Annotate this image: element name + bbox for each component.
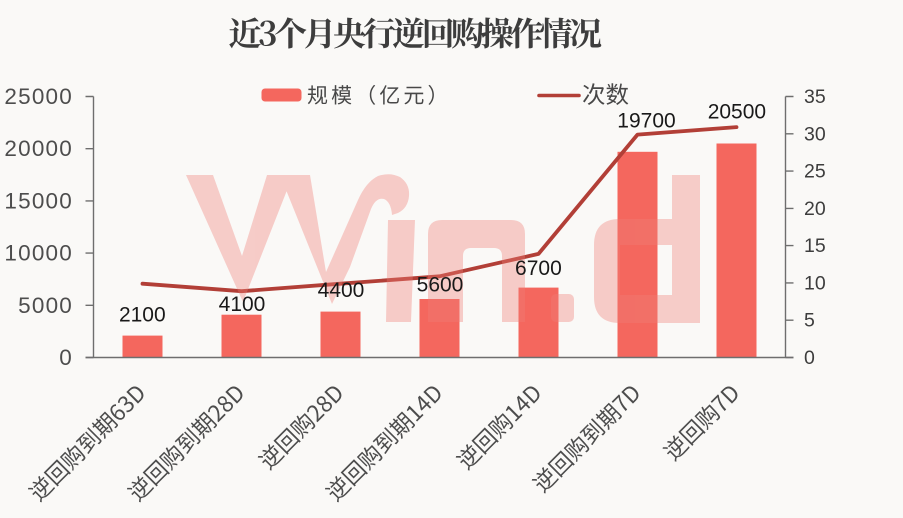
svg-text:10: 10 [804, 272, 826, 294]
svg-text:0: 0 [804, 347, 815, 369]
svg-text:5600: 5600 [417, 274, 464, 297]
svg-text:25000: 25000 [4, 84, 73, 109]
svg-text:4100: 4100 [219, 293, 266, 316]
svg-text:4400: 4400 [318, 279, 365, 302]
svg-text:20000: 20000 [4, 136, 73, 161]
svg-text:6700: 6700 [515, 257, 562, 280]
svg-text:0: 0 [59, 345, 73, 370]
svg-text:20: 20 [804, 198, 826, 220]
svg-text:5: 5 [804, 310, 815, 332]
svg-text:5000: 5000 [18, 293, 73, 318]
svg-text:19700: 19700 [617, 109, 675, 132]
svg-text:2100: 2100 [119, 304, 166, 327]
svg-text:30: 30 [804, 123, 826, 145]
svg-text:15: 15 [804, 235, 826, 257]
svg-text:15000: 15000 [4, 188, 73, 213]
svg-text:10000: 10000 [4, 241, 73, 266]
svg-text:20500: 20500 [708, 101, 766, 124]
svg-text:35: 35 [804, 86, 826, 108]
svg-text:25: 25 [804, 161, 826, 183]
